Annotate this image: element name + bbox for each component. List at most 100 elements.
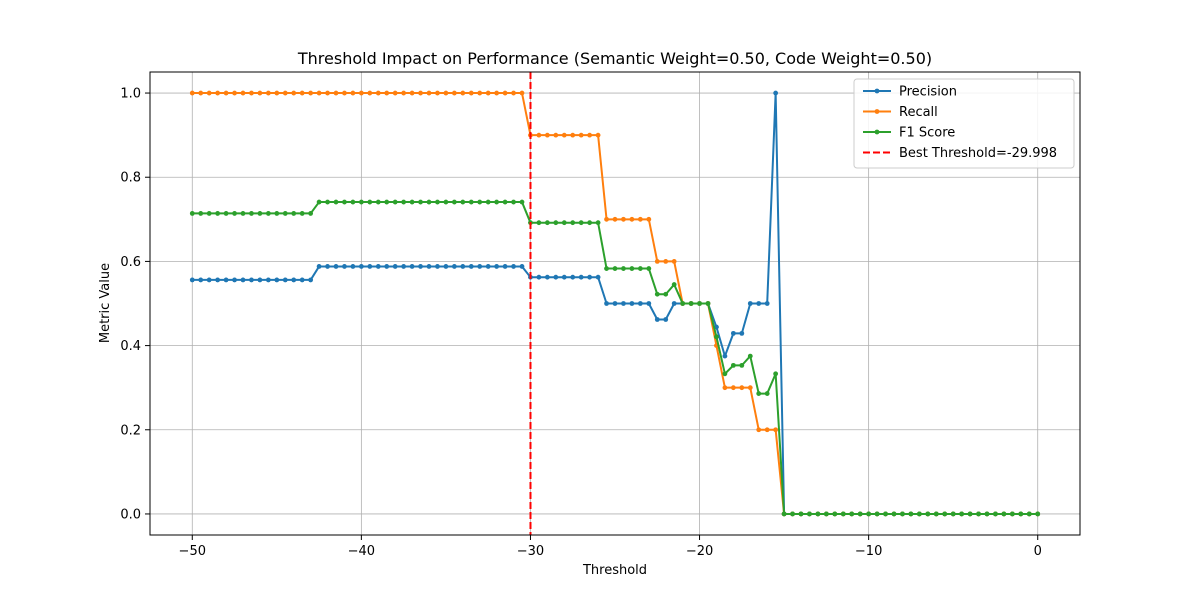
recall-point [730, 385, 736, 391]
recall-point [536, 132, 542, 138]
f1-score-point [747, 353, 753, 359]
y-tick-label: 0.4 [120, 339, 141, 354]
recall-point [646, 216, 652, 222]
f1-score-point [358, 199, 364, 205]
f1-score-point [1026, 511, 1032, 517]
f1-score-point [900, 511, 905, 517]
f1-score-point [367, 199, 373, 205]
x-tick-label: −50 [179, 544, 206, 559]
precision-point [358, 264, 364, 269]
precision-point [460, 264, 466, 269]
f1-score-point [274, 211, 280, 216]
f1-score-point [426, 199, 432, 205]
legend-label-best-threshold-29-998: Best Threshold=-29.998 [899, 146, 1057, 161]
f1-score-point [671, 282, 677, 287]
f1-score-point [976, 511, 981, 517]
precision-point [418, 264, 423, 269]
recall-point [316, 90, 322, 96]
legend-label-precision: Precision [899, 85, 957, 100]
recall-point [291, 90, 297, 96]
f1-score-point [866, 511, 872, 517]
recall-point [418, 90, 423, 96]
recall-point [485, 90, 491, 96]
precision-point [553, 274, 559, 280]
f1-score-point [519, 199, 525, 205]
recall-point [240, 90, 246, 96]
precision-point [511, 264, 516, 269]
f1-score-point [223, 211, 229, 216]
precision-point [316, 264, 322, 269]
f1-score-point [637, 266, 643, 271]
f1-score-point [857, 511, 863, 517]
precision-point [426, 264, 432, 269]
f1-score-point [561, 220, 567, 226]
f1-score-point [688, 301, 694, 306]
recall-point [189, 90, 195, 96]
f1-score-point [874, 511, 880, 517]
recall-point [282, 90, 288, 96]
legend: Precision Recall F1 Score Best Threshold=-2… [853, 78, 1075, 169]
precision-point [299, 277, 305, 283]
f1-score-point [604, 266, 609, 271]
recall-point [299, 90, 305, 96]
f1-score-point [375, 199, 381, 205]
f1-score-point [646, 266, 652, 271]
precision-point [232, 277, 237, 283]
precision-point [773, 90, 779, 96]
f1-score-point [714, 334, 719, 340]
f1-score-point [916, 511, 922, 517]
precision-point [257, 277, 263, 283]
recall-point [502, 90, 508, 96]
precision-point [621, 301, 626, 306]
recall-point [494, 90, 500, 96]
f1-score-point [392, 199, 398, 205]
recall-point [477, 90, 483, 96]
f1-score-point [485, 199, 491, 205]
f1-score-point [316, 199, 322, 205]
recall-point [553, 132, 559, 138]
f1-score-point [849, 511, 855, 517]
f1-score-point [891, 511, 897, 517]
recall-point [435, 90, 440, 96]
precision-point [342, 264, 347, 269]
precision-point [756, 301, 762, 306]
f1-score-point [189, 211, 195, 216]
recall-point [722, 385, 728, 391]
y-tick-label: 0.0 [120, 507, 141, 522]
f1-score-point [959, 511, 965, 517]
recall-point [756, 427, 762, 433]
f1-score-point [1035, 511, 1041, 517]
precision-point [578, 274, 584, 280]
f1-score-point [494, 199, 500, 205]
precision-point [409, 264, 415, 269]
f1-score-point [705, 301, 711, 306]
recall-point [265, 90, 271, 96]
recall-point [468, 90, 474, 96]
f1-score-point [587, 220, 593, 226]
f1-score-point [925, 511, 931, 517]
recall-point [223, 90, 229, 96]
f1-score-point [942, 511, 948, 517]
f1-score-point [265, 211, 271, 216]
precision-point [375, 264, 381, 269]
f1-score-point [815, 511, 821, 517]
legend-marker-precision [874, 88, 880, 94]
recall-point [308, 90, 314, 96]
f1-score-point [536, 220, 542, 226]
recall-point [637, 216, 643, 222]
precision-point [671, 301, 677, 306]
precision-point [384, 264, 390, 269]
f1-score-point [350, 199, 356, 205]
precision-point [265, 277, 271, 283]
legend-label-f1-score: F1 Score [899, 126, 955, 141]
recall-point [384, 90, 390, 96]
recall-point [350, 90, 356, 96]
recall-point [578, 132, 584, 138]
precision-point [544, 274, 550, 280]
f1-score-point [756, 391, 762, 396]
precision-point [392, 264, 398, 269]
recall-point [595, 132, 601, 138]
recall-point [401, 90, 407, 96]
recall-point [367, 90, 373, 96]
precision-point [536, 274, 542, 280]
